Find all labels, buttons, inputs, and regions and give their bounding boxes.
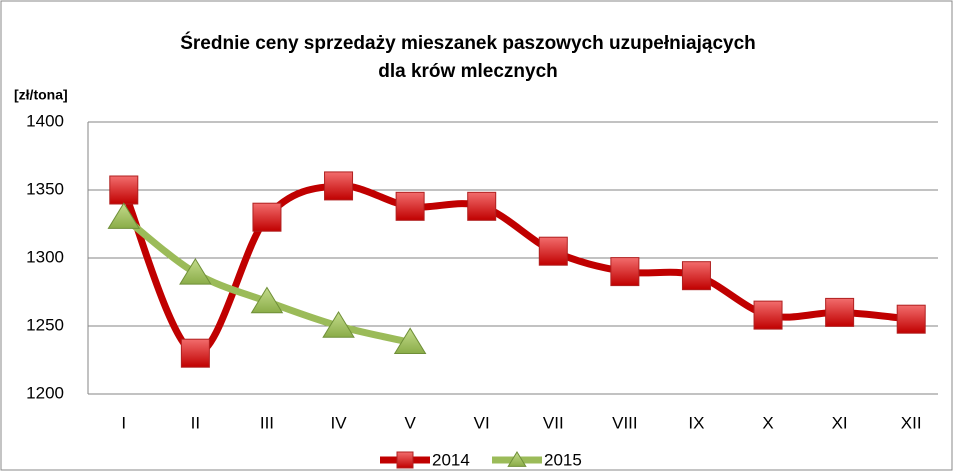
marker: [180, 338, 210, 368]
x-tick-label: VII: [543, 413, 564, 432]
x-tick-label: II: [191, 413, 200, 432]
y-tick-label: 1350: [26, 179, 64, 198]
marker: [825, 297, 855, 327]
y-tick-label: 1200: [26, 383, 64, 402]
marker: [467, 191, 497, 221]
x-tick-label: VI: [474, 413, 490, 432]
marker: [681, 261, 711, 291]
x-tick-label: III: [260, 413, 274, 432]
marker: [107, 202, 141, 229]
marker: [753, 300, 783, 330]
marker: [896, 304, 926, 334]
x-tick-label: I: [121, 413, 126, 432]
marker: [322, 311, 355, 338]
x-tick-label: X: [762, 413, 773, 432]
y-axis-label: [zł/tona]: [14, 87, 68, 103]
x-tick-label: XI: [832, 413, 848, 432]
marker: [538, 236, 568, 266]
chart-title: Średnie ceny sprzedaży mieszanek paszowy…: [180, 32, 756, 54]
marker: [252, 202, 282, 232]
x-tick-label: IX: [688, 413, 704, 432]
chart-title: dla krów mlecznych: [378, 61, 558, 82]
x-tick-label: XII: [901, 413, 922, 432]
y-tick-label: 1250: [26, 315, 64, 334]
legend-marker: [396, 451, 414, 469]
x-tick-label: V: [404, 413, 416, 432]
marker: [179, 258, 212, 285]
legend-label: 2015: [544, 450, 582, 469]
marker: [395, 191, 425, 221]
marker: [393, 327, 427, 355]
x-tick-label: VIII: [612, 413, 638, 432]
y-tick-label: 1300: [26, 247, 64, 266]
marker: [109, 175, 139, 205]
marker: [250, 286, 284, 314]
legend-marker: [507, 451, 527, 467]
marker: [324, 171, 354, 201]
marker: [610, 257, 640, 287]
x-tick-label: IV: [331, 413, 348, 432]
legend-label: 2014: [432, 450, 470, 469]
y-tick-label: 1400: [26, 111, 64, 130]
